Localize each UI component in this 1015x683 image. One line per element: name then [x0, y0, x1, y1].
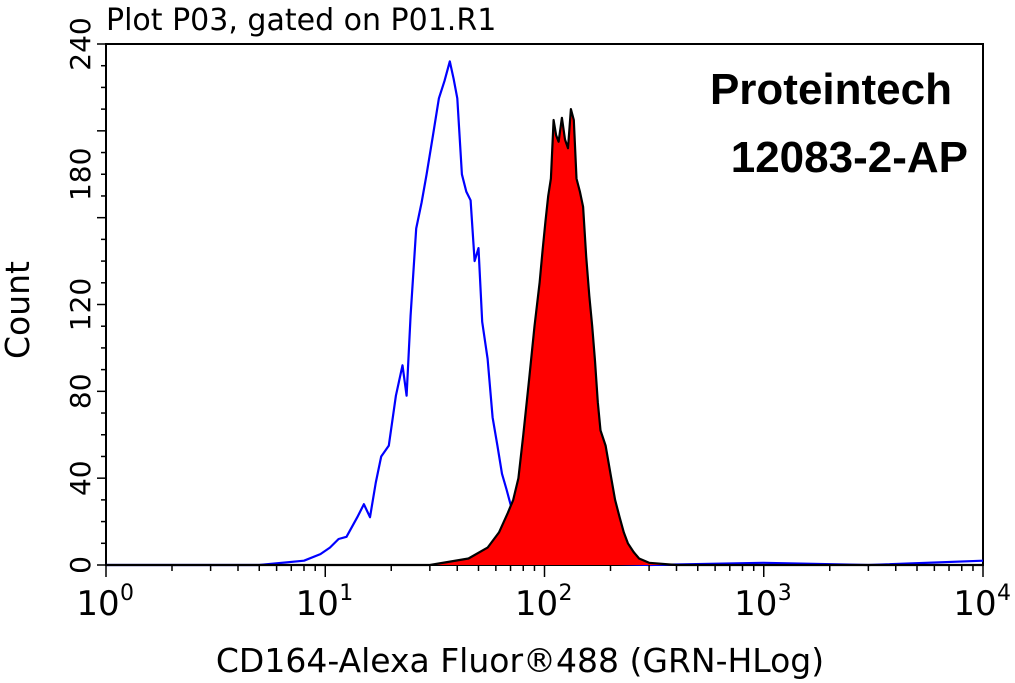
x-tick-exponent-10000: 4 [997, 581, 1011, 606]
y-tick-label-240: 240 [64, 17, 97, 70]
x-tick-label-1000: 10 [734, 584, 777, 624]
y-tick-label-40: 40 [64, 460, 97, 496]
x-tick-label-100: 10 [515, 584, 558, 624]
series-1-edge [106, 108, 983, 567]
x-tick-exponent-1: 0 [120, 581, 134, 606]
plot-title: Plot P03, gated on P01.R1 [106, 3, 496, 38]
watermark-catalog-number: 12083-2-AP [731, 133, 968, 182]
x-tick-exponent-1000: 3 [778, 581, 792, 606]
y-tick-label-0: 0 [64, 556, 97, 574]
series-1-fill [106, 109, 983, 565]
x-axis: 10 0 10 1 10 2 10 3 10 4 [76, 565, 1011, 624]
x-tick-exponent-10: 1 [339, 581, 353, 606]
y-tick-label-120: 120 [64, 278, 97, 331]
series-layer [106, 60, 984, 567]
x-tick-label-1: 10 [76, 584, 119, 624]
y-tick-label-180: 180 [64, 148, 97, 201]
watermark-brand: Proteintech [710, 65, 952, 114]
y-axis: 0 40 80 120 180 240 [64, 17, 106, 574]
x-tick-exponent-100: 2 [559, 581, 573, 606]
x-tick-label-10: 10 [296, 584, 339, 624]
x-axis-label: CD164-Alexa Fluor®488 (GRN-HLog) [216, 641, 824, 680]
y-tick-label-80: 80 [64, 373, 97, 409]
y-axis-label: Count [0, 261, 37, 359]
x-tick-label-10000: 10 [953, 584, 996, 624]
